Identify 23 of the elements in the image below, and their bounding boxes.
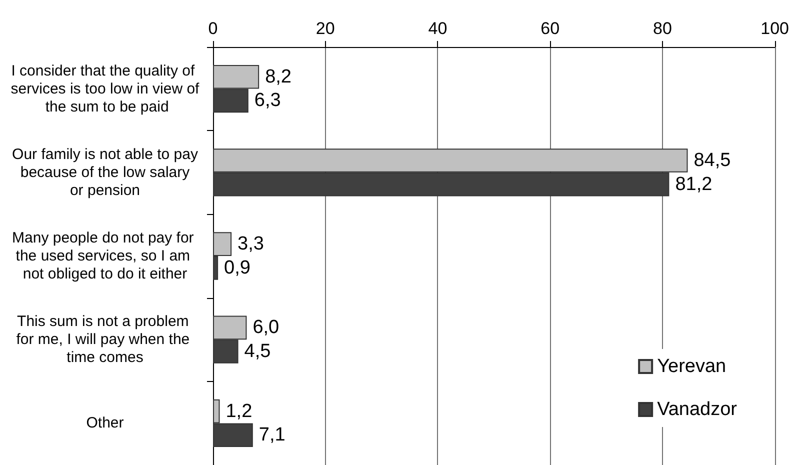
y-tick-label: Many people do not pay for the used services, so I am not obliged to do it either bbox=[12, 230, 198, 282]
x-tick-label: 60 bbox=[540, 19, 560, 38]
data-label: 6,3 bbox=[254, 90, 281, 112]
legend-label: Vanadzor bbox=[657, 399, 738, 420]
data-label: 6,0 bbox=[252, 317, 280, 338]
x-tick-label: 80 bbox=[652, 19, 672, 38]
data-label: 8,2 bbox=[265, 66, 292, 88]
data-label: 3,3 bbox=[238, 234, 264, 255]
y-tick-label: Our family is not able to pay because of the low salary or pension bbox=[12, 146, 198, 199]
x-tick-label: 0 bbox=[208, 19, 218, 38]
x-tick-label: 100 bbox=[760, 19, 790, 38]
data-label: 4,5 bbox=[244, 341, 271, 362]
data-label: 81,2 bbox=[675, 174, 712, 195]
y-tick-label: This sum is not a problem for me, I will pay when the time comes bbox=[16, 313, 194, 366]
legend-label: Yerevan bbox=[657, 356, 726, 377]
data-label: 7,1 bbox=[258, 424, 286, 446]
data-label: 84,5 bbox=[694, 150, 731, 171]
y-tick-label: Other bbox=[86, 414, 124, 432]
data-label: 1,2 bbox=[226, 400, 252, 422]
data-label: 0,9 bbox=[224, 257, 250, 278]
x-tick-label: 40 bbox=[428, 19, 448, 38]
x-tick-label: 20 bbox=[316, 19, 335, 38]
y-tick-label: I consider that the quality of services is too low in view of the sum to be paid bbox=[10, 62, 200, 116]
